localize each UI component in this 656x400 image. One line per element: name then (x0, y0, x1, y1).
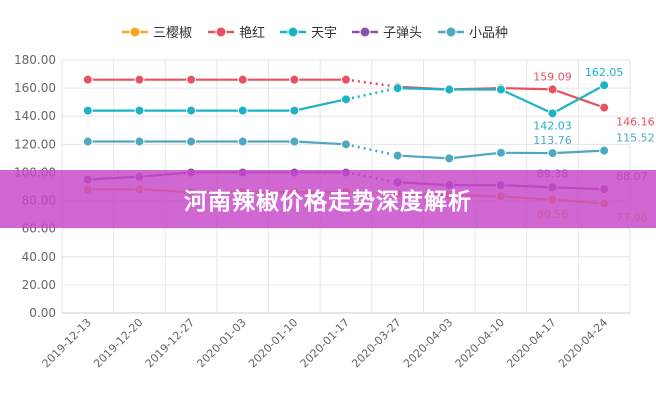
data-label: 113.76 (533, 134, 572, 147)
data-point[interactable] (341, 139, 351, 150)
data-point[interactable] (444, 84, 455, 95)
data-point[interactable] (444, 153, 455, 164)
data-point[interactable] (289, 74, 300, 85)
x-tick-label: 2020-01-10 (246, 316, 300, 370)
series-line (87, 140, 347, 146)
legend-label: 小品种 (469, 26, 508, 41)
x-axis: 2019-12-132019-12-202019-12-272020-01-03… (40, 312, 630, 370)
legend-item-2[interactable]: 天宇 (280, 26, 337, 41)
x-tick-label: 2020-04-03 (401, 316, 455, 370)
banner-title: 河南辣椒价格走势深度解析 (184, 189, 472, 215)
data-point[interactable] (599, 145, 610, 156)
data-point[interactable] (134, 105, 145, 116)
y-tick-label: 120.00 (14, 137, 56, 151)
legend-label: 天宇 (311, 26, 337, 41)
data-point[interactable] (186, 74, 197, 85)
legend-item-3[interactable]: 子弹头 (352, 26, 422, 41)
y-tick-label: 0.00 (29, 306, 56, 320)
data-point[interactable] (237, 136, 248, 147)
data-point[interactable] (289, 136, 300, 147)
data-label: 142.03 (533, 119, 572, 132)
x-tick-label: 2020-04-24 (556, 316, 610, 370)
data-point[interactable] (237, 105, 248, 116)
legend-item-0[interactable]: 三樱椒 (122, 25, 192, 41)
legend[interactable]: 三樱椒 艳红 天宇 子弹头 小品种 (122, 25, 508, 41)
legend-item-1[interactable]: 艳红 (208, 25, 265, 41)
data-point[interactable] (547, 84, 558, 95)
data-point[interactable] (341, 74, 351, 85)
x-tick-label: 2020-03-27 (349, 316, 403, 370)
data-point[interactable] (341, 94, 351, 105)
data-point[interactable] (495, 84, 506, 95)
x-tick-label: 2020-04-10 (453, 316, 507, 370)
y-tick-label: 40.00 (22, 250, 56, 264)
data-point[interactable] (186, 105, 197, 116)
data-point[interactable] (547, 148, 558, 159)
legend-label: 艳红 (239, 25, 265, 41)
data-point[interactable] (237, 74, 248, 85)
data-point[interactable] (82, 136, 93, 147)
data-label: 115.52 (616, 132, 655, 145)
x-tick-label: 2020-01-03 (194, 316, 248, 370)
legend-label: 子弹头 (383, 26, 422, 41)
title-banner: 河南辣椒价格走势深度解析 (0, 170, 656, 228)
y-tick-label: 180.00 (14, 53, 56, 67)
data-point[interactable] (134, 136, 145, 147)
data-label: 162.05 (585, 66, 624, 79)
y-tick-label: 20.00 (22, 278, 56, 292)
x-tick-label: 2019-12-20 (91, 316, 145, 370)
data-point[interactable] (392, 83, 403, 94)
data-point[interactable] (289, 105, 300, 116)
data-point[interactable] (599, 80, 610, 91)
x-tick-label: 2020-01-17 (298, 316, 352, 370)
data-point[interactable] (495, 147, 506, 158)
series-4 (82, 136, 610, 164)
legend-marker-icon (287, 26, 299, 38)
data-label: 146.16 (616, 116, 655, 129)
legend-marker-icon (129, 26, 141, 38)
x-tick-label: 2020-04-17 (504, 316, 558, 370)
legend-marker-icon (445, 26, 457, 38)
data-point[interactable] (392, 150, 403, 161)
y-tick-label: 160.00 (14, 81, 56, 95)
data-label: 159.09 (533, 70, 572, 83)
series-line (87, 98, 347, 112)
data-point[interactable] (599, 102, 610, 113)
data-point[interactable] (82, 105, 93, 116)
data-point[interactable] (186, 136, 197, 147)
series-2 (82, 80, 610, 119)
legend-item-4[interactable]: 小品种 (438, 26, 508, 41)
series-gap-line (345, 78, 398, 88)
legend-marker-icon (215, 26, 227, 38)
legend-marker-icon (359, 26, 371, 38)
legend-label: 三樱椒 (153, 25, 192, 41)
series-1 (82, 74, 610, 113)
y-tick-label: 140.00 (14, 109, 56, 123)
data-point[interactable] (547, 108, 558, 119)
data-point[interactable] (82, 74, 93, 85)
x-tick-label: 2019-12-27 (143, 316, 197, 370)
data-point[interactable] (134, 74, 145, 85)
x-tick-label: 2019-12-13 (40, 316, 94, 370)
